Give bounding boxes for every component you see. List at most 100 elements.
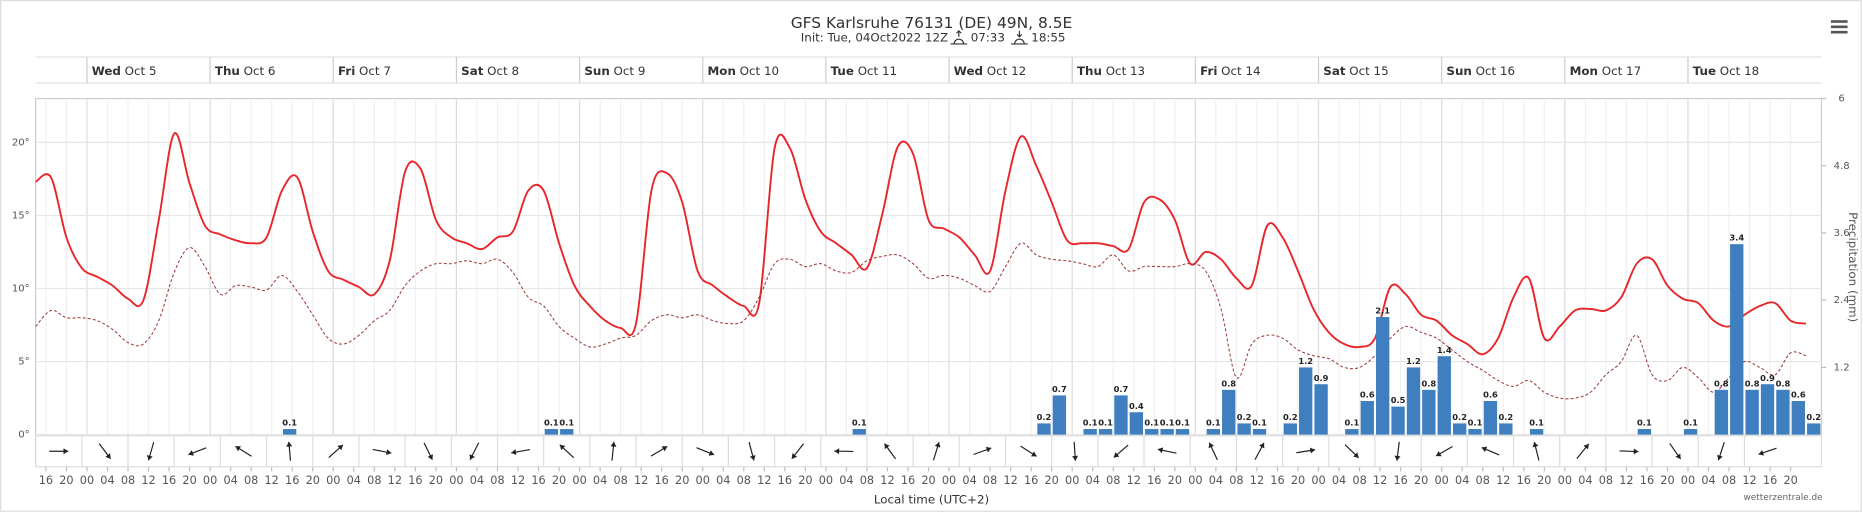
wind-arrow (146, 441, 155, 461)
x-tick-label: 08 (1722, 474, 1736, 487)
wind-arrow (932, 441, 941, 461)
x-tick-label: 16 (39, 474, 53, 487)
x-tick-label: 16 (1517, 474, 1531, 487)
y2-axis-title: Precipitation (mm) (1846, 212, 1860, 322)
wind-head (610, 441, 617, 447)
x-tick-label: 04 (839, 474, 853, 487)
x-tick-label: 00 (572, 474, 586, 487)
menu-button[interactable] (1830, 20, 1848, 34)
weekday: Mon (1570, 64, 1598, 78)
wind-arrow (469, 442, 480, 460)
precip-bar (1037, 423, 1051, 435)
precip-bar (1422, 389, 1436, 435)
x-tick-label: 04 (1455, 474, 1469, 487)
x-tick-label: 00 (203, 474, 217, 487)
day-label: Mon Oct 17 (1570, 64, 1642, 78)
x-tick-label: 12 (388, 474, 402, 487)
wind-arrow (1758, 447, 1777, 456)
x-tick-label: 20 (1537, 474, 1551, 487)
precip-label: 0.8 (1745, 378, 1760, 388)
x-axis-title: Local time (UTC+2) (874, 492, 989, 506)
wind-arrow (423, 442, 433, 461)
sunset-icon (1011, 30, 1028, 45)
x-tick-label: 00 (449, 474, 463, 487)
x-tick-label: 20 (429, 474, 443, 487)
x-tick-label: 16 (1640, 474, 1654, 487)
x-tick-label: 16 (408, 474, 422, 487)
day-label: Wed Oct 5 (92, 64, 157, 78)
wind-head (1157, 447, 1164, 454)
precip-label: 0.1 (559, 418, 574, 428)
wind-head (427, 454, 433, 460)
wind-head (708, 450, 715, 456)
date: Oct 14 (1217, 64, 1260, 78)
precip-label: 0.1 (282, 418, 297, 428)
precip-label: 0.1 (1637, 418, 1652, 428)
date: Oct 18 (1716, 64, 1759, 78)
sunrise-icon (950, 30, 968, 45)
x-tick-label: 04 (716, 474, 730, 487)
precip-bar (1237, 423, 1251, 435)
precip-label: 0.2 (1452, 412, 1467, 422)
y-tick-label: 0° (18, 430, 29, 441)
precip-bar (1145, 429, 1159, 435)
wind-arrow (328, 444, 344, 459)
wind-arrow (1619, 448, 1639, 455)
precip-bar (282, 429, 297, 435)
wind-arrow (49, 448, 69, 455)
date: Oct 6 (240, 64, 276, 78)
wind-head (337, 444, 343, 451)
precip-label: 0.1 (1345, 418, 1360, 428)
x-tick-label: 16 (901, 474, 915, 487)
precip-label: 0.8 (1776, 378, 1791, 388)
weekday: Wed (92, 64, 121, 78)
x-tick-label: 20 (59, 474, 73, 487)
x-tick-label: 12 (757, 474, 771, 487)
precip-label: 0.4 (1129, 401, 1144, 411)
wind-head (1675, 453, 1681, 460)
weekday: Mon (707, 64, 735, 78)
x-tick-label: 08 (983, 474, 997, 487)
wind-arrow (1576, 443, 1590, 460)
wind-arrow (650, 445, 668, 457)
date: Oct 13 (1102, 64, 1145, 78)
weekday: Thu (1077, 64, 1102, 78)
x-tick-label: 04 (1209, 474, 1223, 487)
date: Oct 16 (1472, 64, 1515, 78)
weekday: Fri (1200, 64, 1217, 78)
wind-head (1532, 442, 1539, 448)
x-tick-label: 20 (1045, 474, 1059, 487)
precip-bar (1175, 429, 1190, 435)
date: Oct 9 (610, 64, 646, 78)
precip-label: 0.9 (1760, 373, 1775, 383)
precip-bar (1483, 401, 1498, 435)
wind-head (834, 448, 840, 455)
precip-bar (1776, 389, 1790, 435)
x-tick-label: 12 (880, 474, 894, 487)
x-tick-label: 04 (470, 474, 484, 487)
x-tick-label: 08 (244, 474, 258, 487)
x-tick-label: 16 (655, 474, 669, 487)
x-tick-label: 16 (285, 474, 299, 487)
precip-bar (1437, 356, 1451, 435)
precip-label: 0.8 (1221, 378, 1236, 388)
weekday: Sun (584, 64, 609, 78)
x-tick-label: 20 (552, 474, 566, 487)
x-tick-label: 04 (223, 474, 237, 487)
x-tick-label: 20 (182, 474, 196, 487)
wind-arrow (610, 441, 617, 461)
wind-head (1208, 442, 1215, 449)
wind-head (1758, 449, 1765, 456)
wind-arrow (1157, 447, 1177, 454)
precip-bar (1299, 367, 1313, 435)
precip-label: 0.6 (1483, 390, 1498, 400)
wind-head (1394, 455, 1401, 461)
date: Oct 15 (1346, 64, 1389, 78)
precip-bar (544, 429, 559, 435)
y-tick-label: 5° (18, 357, 29, 368)
precip-bar (1375, 317, 1390, 435)
precip-label: 0.1 (1683, 418, 1698, 428)
x-tick-label: 16 (162, 474, 176, 487)
precip-label: 0.1 (1160, 418, 1175, 428)
